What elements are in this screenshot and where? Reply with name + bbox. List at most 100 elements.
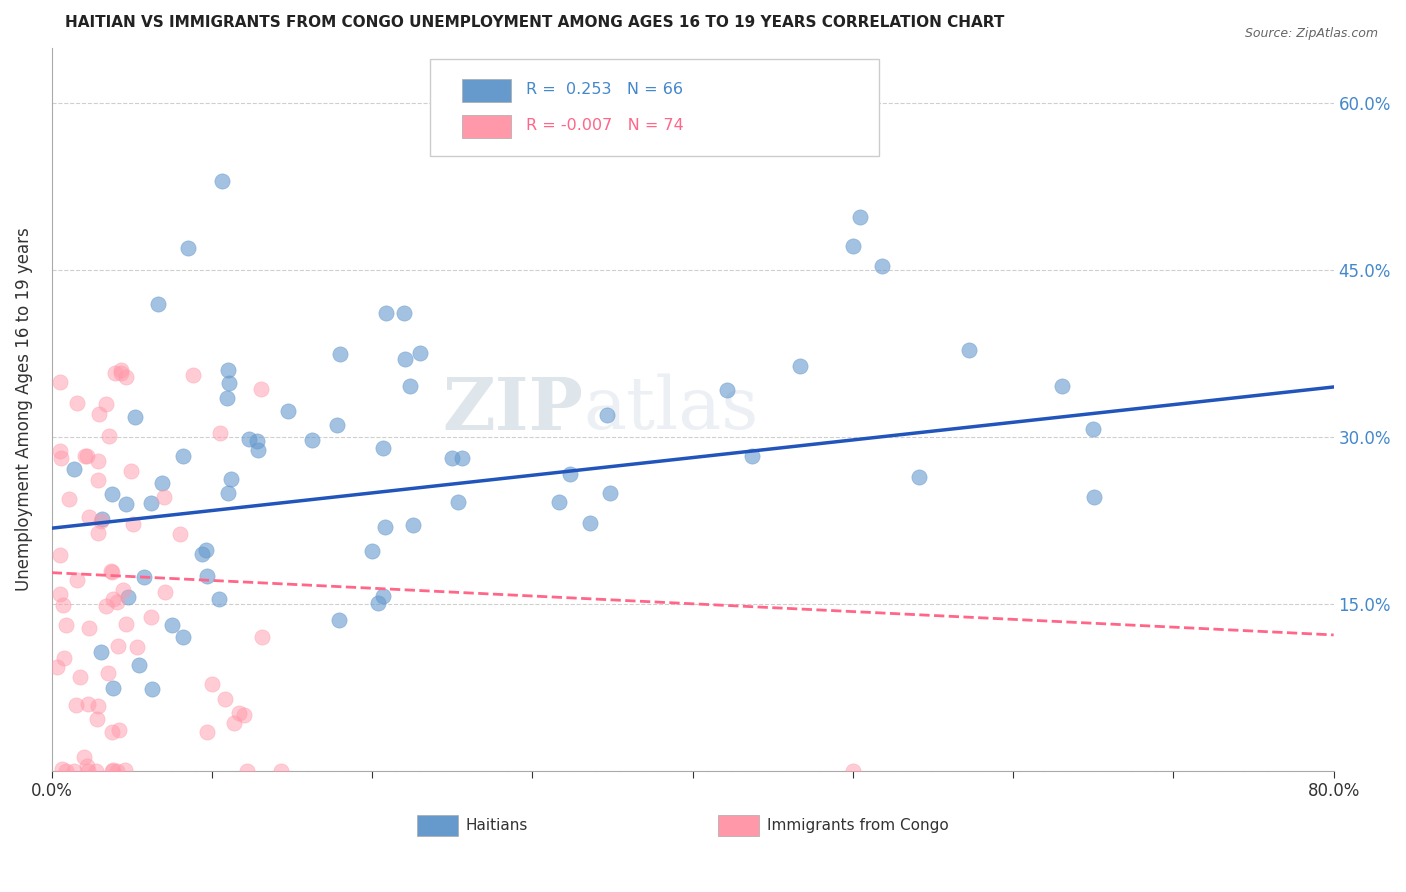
Immigrants from Congo [125,640,148,655]
Immigrants from Congo [105,764,128,778]
Haitians [599,486,621,500]
FancyBboxPatch shape [430,59,879,156]
Immigrants from Congo [66,396,89,410]
Haitians [1050,379,1073,393]
Haitians [195,543,218,558]
Immigrants from Congo [62,764,84,778]
Haitians [101,487,124,501]
Haitians [367,596,389,610]
Haitians [371,442,394,456]
Haitians [146,296,169,310]
Immigrants from Congo [77,764,100,778]
Immigrants from Congo [89,514,111,528]
Haitians [141,681,163,696]
Haitians [870,259,893,273]
Immigrants from Congo [122,516,145,531]
Haitians [219,472,242,486]
Haitians [579,516,602,530]
Immigrants from Congo [66,573,89,587]
Immigrants from Congo [86,474,108,488]
Immigrants from Congo [76,449,98,463]
Haitians [446,495,468,509]
Immigrants from Congo [48,587,70,601]
Immigrants from Congo [209,425,232,440]
Haitians [394,351,416,366]
Text: HAITIAN VS IMMIGRANTS FROM CONGO UNEMPLOYMENT AMONG AGES 16 TO 19 YEARS CORRELAT: HAITIAN VS IMMIGRANTS FROM CONGO UNEMPLO… [65,15,1004,30]
Haitians [329,347,352,361]
Haitians [371,589,394,603]
Immigrants from Congo [153,584,176,599]
Haitians [177,241,200,255]
Haitians [160,618,183,632]
Immigrants from Congo [222,716,245,731]
Immigrants from Congo [49,450,72,465]
Immigrants from Congo [101,566,124,580]
Immigrants from Congo [87,698,110,713]
Immigrants from Congo [108,723,131,737]
Haitians [848,210,870,224]
Text: Haitians: Haitians [465,818,529,833]
Haitians [150,475,173,490]
Immigrants from Congo [77,510,100,524]
Haitians [328,613,350,627]
Immigrants from Congo [101,764,124,778]
Haitians [394,306,416,320]
Haitians [211,174,233,188]
Haitians [139,496,162,510]
Haitians [246,434,269,449]
Haitians [326,417,349,432]
Haitians [89,645,111,659]
Immigrants from Congo [110,363,132,377]
Immigrants from Congo [233,708,256,723]
Immigrants from Congo [100,564,122,578]
Haitians [62,462,84,476]
Immigrants from Congo [195,725,218,739]
Immigrants from Congo [49,375,72,389]
Haitians [172,630,194,644]
Text: atlas: atlas [583,374,759,444]
Immigrants from Congo [73,449,96,463]
Immigrants from Congo [46,660,69,674]
Immigrants from Congo [250,383,273,397]
Immigrants from Congo [51,763,73,777]
Immigrants from Congo [110,366,132,380]
Text: Immigrants from Congo: Immigrants from Congo [768,818,949,833]
Haitians [124,409,146,424]
Haitians [374,520,396,534]
Haitians [398,379,420,393]
Haitians [957,343,980,357]
Haitians [596,408,619,422]
Immigrants from Congo [214,692,236,706]
Haitians [195,569,218,583]
Immigrants from Congo [94,599,117,613]
Haitians [277,404,299,418]
Haitians [374,306,396,320]
Haitians [361,543,384,558]
Immigrants from Congo [181,368,204,382]
Haitians [115,497,138,511]
Immigrants from Congo [201,676,224,690]
Haitians [842,239,865,253]
Immigrants from Congo [53,651,76,665]
FancyBboxPatch shape [418,815,458,836]
FancyBboxPatch shape [718,815,759,836]
Haitians [208,591,231,606]
Haitians [741,449,763,463]
Immigrants from Congo [270,764,292,778]
Immigrants from Congo [115,616,138,631]
Haitians [409,346,432,360]
Immigrants from Congo [169,526,191,541]
Haitians [217,363,239,377]
Immigrants from Congo [101,591,124,606]
Immigrants from Congo [52,598,75,612]
Immigrants from Congo [86,764,108,778]
Haitians [238,432,260,446]
Text: Source: ZipAtlas.com: Source: ZipAtlas.com [1244,27,1378,40]
Immigrants from Congo [94,397,117,411]
Immigrants from Congo [105,595,128,609]
Immigrants from Congo [236,764,259,778]
Haitians [247,442,270,457]
Immigrants from Congo [49,443,72,458]
Immigrants from Congo [87,454,110,468]
Immigrants from Congo [76,758,98,772]
